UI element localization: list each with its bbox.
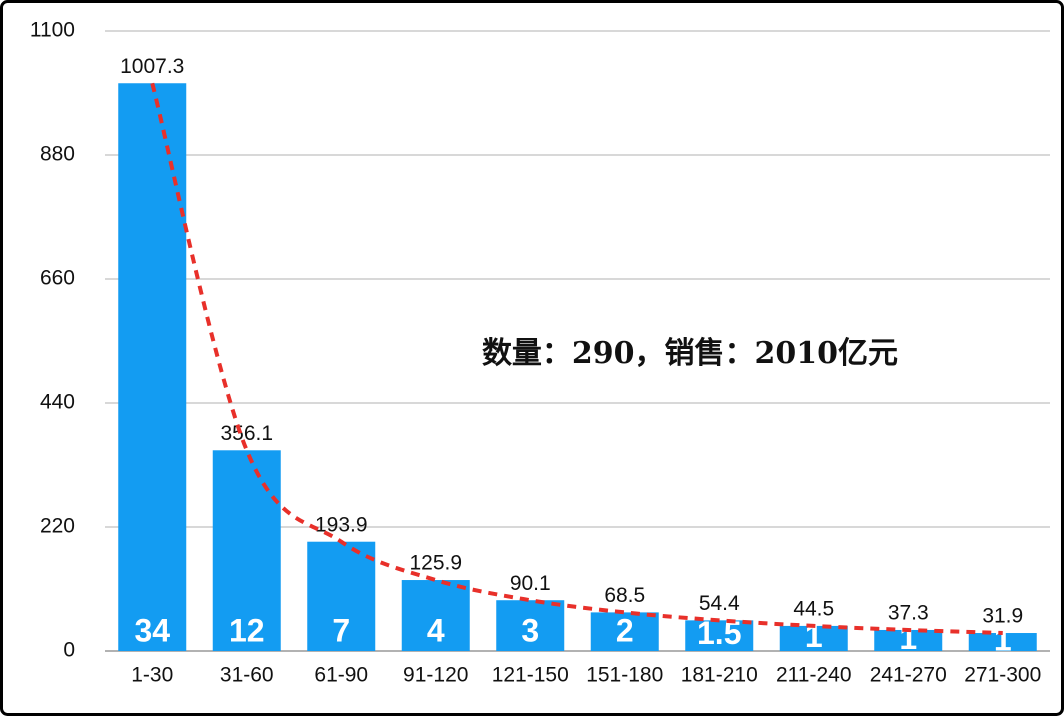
value-label: 193.9 [315,513,368,536]
inner-label: 4 [427,612,445,648]
x-tick-label: 211-240 [776,664,852,687]
inner-label: 3 [521,612,539,648]
bar [590,612,659,651]
bar [779,625,848,651]
x-tick-label: 241-270 [870,664,947,687]
bar [874,629,943,651]
y-tick-label: 660 [40,267,75,290]
value-label: 68.5 [604,584,645,607]
y-tick-label: 220 [40,515,75,538]
value-label: 54.4 [699,592,740,615]
x-tick-label: 181-210 [681,664,758,687]
bar [401,580,470,651]
y-tick-label: 1100 [30,19,75,42]
value-label: 31.9 [982,605,1023,628]
value-label: 125.9 [409,552,462,575]
inner-label: 1 [994,621,1012,657]
inner-label: 12 [229,612,265,648]
value-label: 37.3 [888,602,929,625]
x-tick-label: 31-60 [220,664,274,687]
x-tick-label: 91-120 [403,664,468,687]
trend-line [150,82,1003,636]
inner-label: 7 [332,612,350,648]
inner-label: 1 [805,618,823,654]
bar [307,541,376,651]
value-label: 356.1 [220,422,273,445]
value-label: 44.5 [793,597,834,620]
y-tick-label: 0 [63,639,75,662]
x-tick-label: 151-180 [586,664,663,687]
x-tick-label: 271-300 [964,664,1041,687]
bar [968,633,1037,651]
x-tick-label: 121-150 [492,664,569,687]
inner-label: 1 [899,620,917,656]
y-tick-label: 440 [40,391,75,414]
value-label: 1007.3 [120,55,184,78]
bar [212,450,281,651]
value-label: 90.1 [510,572,551,595]
annotation: 数量：290，销售：2010亿元 [482,336,898,371]
bar [496,600,565,651]
inner-label: 2 [616,612,634,648]
inner-label: 34 [134,612,170,648]
x-tick-label: 1-30 [131,664,173,687]
bar [685,620,754,651]
x-tick-label: 61-90 [314,664,368,687]
bar [118,83,187,652]
y-tick-label: 880 [40,143,75,166]
